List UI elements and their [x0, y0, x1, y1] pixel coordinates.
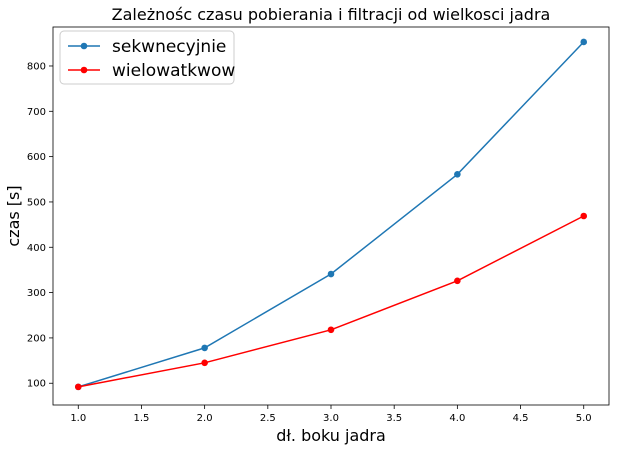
x-tick-label: 4.0 — [449, 413, 465, 424]
data-point — [74, 383, 82, 391]
x-tick-label: 1.0 — [70, 413, 86, 424]
series-line — [78, 41, 585, 388]
data-point — [454, 277, 461, 285]
x-tick-label: 2.5 — [260, 413, 276, 424]
y-tick-label: 100 — [27, 379, 46, 390]
x-tick-label: 2.0 — [197, 413, 213, 424]
y-tick-label: 500 — [27, 197, 46, 208]
y-axis-label: czas [s] — [4, 185, 23, 246]
chart-title: Zależnośc czasu pobierania i filtracji o… — [112, 5, 551, 24]
x-tick-label: 3.0 — [323, 413, 339, 424]
data-point — [454, 171, 461, 178]
data-point — [201, 359, 208, 367]
y-axis: 100 200 300 400 500 600 700 800 — [27, 61, 53, 390]
data-point — [327, 270, 335, 278]
y-tick-label: 700 — [27, 107, 46, 118]
x-tick-label: 4.5 — [513, 413, 529, 424]
data-point — [327, 326, 335, 334]
y-tick-label: 200 — [27, 333, 46, 344]
series-layer — [74, 38, 588, 391]
legend-marker — [80, 42, 88, 50]
legend-marker — [80, 66, 88, 74]
legend-label: sekwnecyjnie — [112, 37, 226, 57]
x-tick-label: 3.5 — [386, 413, 402, 424]
x-axis: 1.0 1.5 2.0 2.5 3.0 3.5 4.0 4.5 5.0 — [70, 405, 592, 424]
y-tick-label: 600 — [27, 152, 46, 163]
y-tick-label: 800 — [27, 61, 46, 72]
series-line — [78, 215, 585, 388]
x-axis-label: dł. boku jadra — [276, 426, 386, 445]
legend-box — [59, 30, 235, 85]
y-tick-label: 300 — [27, 288, 46, 299]
series-sekwnecyjnie — [74, 38, 588, 391]
x-tick-label: 1.5 — [134, 413, 150, 424]
data-point — [201, 344, 208, 352]
series-wielowatkwow — [74, 212, 588, 391]
data-point — [580, 38, 588, 46]
x-tick-label: 5.0 — [576, 413, 592, 424]
data-point — [580, 212, 588, 220]
y-tick-label: 400 — [27, 243, 46, 254]
legend-label: wielowatkwow — [112, 61, 235, 81]
legend: sekwnecyjnie wielowatkwow — [59, 30, 235, 85]
